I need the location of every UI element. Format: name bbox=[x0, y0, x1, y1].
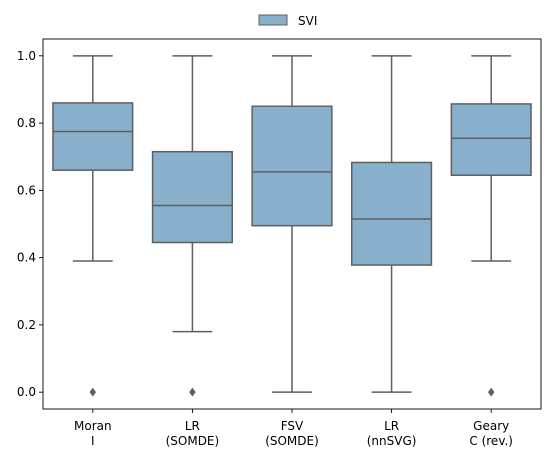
box-body bbox=[251, 105, 333, 227]
legend-label-svi: SVI bbox=[298, 14, 317, 28]
x-tick-label: Geary C (rev.) bbox=[469, 419, 513, 448]
y-tick-label: 0.8 bbox=[17, 116, 36, 130]
box-4 bbox=[351, 55, 433, 393]
plot-area bbox=[42, 38, 542, 410]
outlier-point bbox=[488, 387, 495, 397]
outlier-point bbox=[89, 387, 96, 397]
y-axis: 0.0 0.2 0.4 0.6 0.8 1.0 bbox=[17, 49, 43, 399]
box-body bbox=[351, 161, 433, 266]
legend-swatch-svi bbox=[258, 14, 288, 26]
box-1 bbox=[52, 55, 134, 397]
x-tick-label: Moran I bbox=[74, 419, 112, 448]
outlier-point bbox=[189, 387, 196, 397]
x-tick-label: LR (nnSVG) bbox=[367, 419, 417, 448]
box-body bbox=[450, 103, 532, 176]
box-3 bbox=[251, 55, 333, 393]
y-tick-label: 0.0 bbox=[17, 385, 36, 399]
y-tick-label: 0.4 bbox=[17, 251, 36, 265]
y-tick-label: 0.6 bbox=[17, 183, 36, 197]
y-tick-label: 0.2 bbox=[17, 318, 36, 332]
box-5 bbox=[450, 55, 532, 397]
box-2 bbox=[151, 55, 233, 397]
box-body bbox=[151, 150, 233, 244]
box-body bbox=[52, 102, 134, 171]
x-axis: Moran I LR (SOMDE) FSV (SOMDE) LR (nnSVG) Geary C… bbox=[74, 409, 513, 448]
legend: SVI bbox=[258, 14, 317, 28]
x-tick-label: LR (SOMDE) bbox=[166, 419, 220, 448]
y-tick-label: 1.0 bbox=[17, 49, 36, 63]
x-tick-label: FSV (SOMDE) bbox=[265, 419, 319, 448]
